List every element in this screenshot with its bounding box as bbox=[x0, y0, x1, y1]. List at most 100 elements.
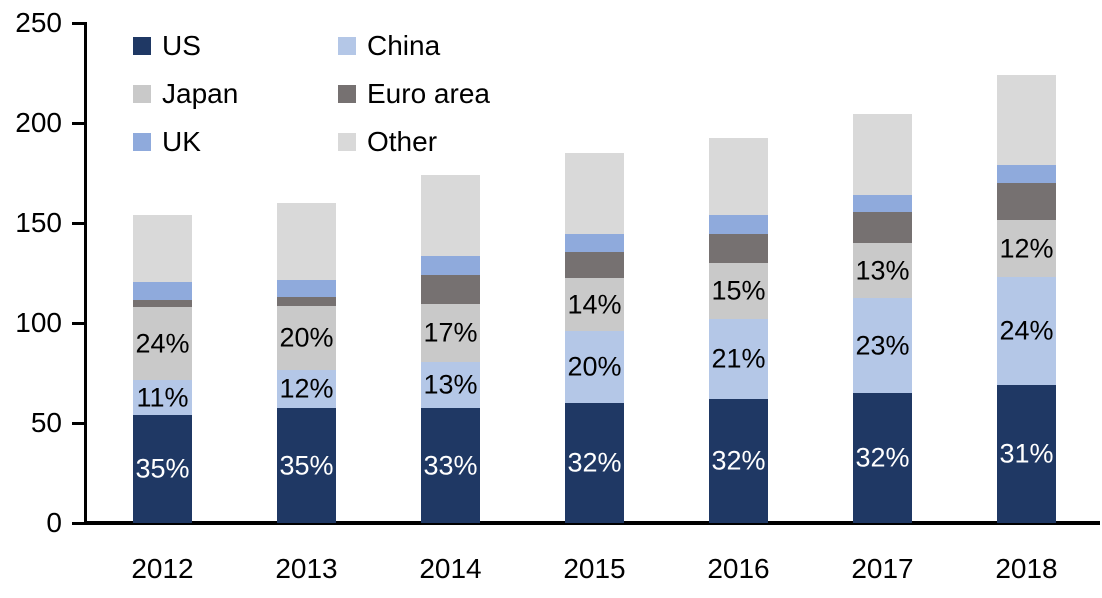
x-tick-label-2016: 2016 bbox=[707, 553, 770, 584]
data-label-us-2017: 32% bbox=[855, 442, 910, 473]
bar-segment-japan-2016: 15% bbox=[709, 263, 768, 319]
data-label-china-2013: 12% bbox=[279, 373, 334, 404]
bar-segment-euro-area-2013 bbox=[277, 297, 336, 306]
legend-item-us: US bbox=[133, 32, 338, 60]
legend: US China Japan Euro area UK Other bbox=[133, 22, 490, 166]
legend-item-japan: Japan bbox=[133, 80, 338, 108]
y-tick-label-150: 150 bbox=[15, 207, 62, 238]
legend-label: Japan bbox=[162, 78, 239, 109]
x-tick-label-2013: 2013 bbox=[275, 553, 338, 584]
bar-segment-uk-2017 bbox=[853, 195, 912, 212]
x-tick-label-2018: 2018 bbox=[995, 553, 1058, 584]
bar-segment-china-2016: 21% bbox=[709, 319, 768, 399]
data-label-us-2014: 33% bbox=[423, 450, 478, 480]
data-label-japan-2017: 13% bbox=[855, 255, 910, 285]
x-axis-line bbox=[84, 521, 1100, 525]
data-label-us-2015: 32% bbox=[567, 447, 622, 478]
bar-segment-euro-area-2014 bbox=[421, 275, 480, 304]
data-label-japan-2012: 24% bbox=[135, 328, 190, 358]
bar-segment-uk-2015 bbox=[565, 234, 624, 252]
legend-item-uk: UK bbox=[133, 128, 338, 156]
bar-segment-china-2015: 20% bbox=[565, 331, 624, 403]
bar-segment-uk-2016 bbox=[709, 215, 768, 234]
legend-item-euro-area: Euro area bbox=[338, 80, 490, 108]
bar-segment-china-2018: 24% bbox=[997, 277, 1056, 385]
legend-label: UK bbox=[162, 126, 201, 157]
bar-segment-other-2016 bbox=[709, 138, 768, 215]
bar-segment-japan-2015: 14% bbox=[565, 278, 624, 331]
bar-segment-china-2012: 11% bbox=[133, 380, 192, 415]
legend-item-other: Other bbox=[338, 128, 490, 156]
legend-swatch-icon bbox=[338, 85, 356, 103]
bar-segment-us-2016: 32% bbox=[709, 399, 768, 523]
legend-swatch-icon bbox=[133, 133, 151, 151]
bar-segment-other-2012 bbox=[133, 215, 192, 282]
data-label-china-2015: 20% bbox=[567, 351, 622, 382]
bar-segment-euro-area-2015 bbox=[565, 252, 624, 278]
y-tick-label-50: 50 bbox=[30, 407, 62, 438]
y-tick-mark-50 bbox=[72, 421, 85, 425]
data-label-us-2018: 31% bbox=[999, 438, 1054, 469]
legend-label: US bbox=[162, 30, 201, 61]
bar-segment-china-2017: 23% bbox=[853, 298, 912, 393]
legend-swatch-icon bbox=[133, 85, 151, 103]
bar-segment-us-2012: 35% bbox=[133, 415, 192, 523]
data-label-china-2012: 11% bbox=[136, 382, 189, 412]
bar-segment-uk-2018 bbox=[997, 165, 1056, 183]
y-axis-line bbox=[84, 22, 87, 524]
legend-label: China bbox=[367, 30, 441, 61]
data-label-japan-2014: 17% bbox=[423, 317, 478, 348]
y-tick-label-100: 100 bbox=[15, 307, 62, 338]
data-label-us-2013: 35% bbox=[279, 450, 334, 480]
bar-segment-other-2017 bbox=[853, 114, 912, 195]
legend-swatch-icon bbox=[133, 37, 151, 55]
bar-segment-japan-2017: 13% bbox=[853, 243, 912, 298]
data-label-china-2018: 24% bbox=[999, 315, 1054, 346]
x-tick-label-2015: 2015 bbox=[563, 553, 626, 584]
bar-segment-euro-area-2017 bbox=[853, 212, 912, 243]
bar-segment-japan-2014: 17% bbox=[421, 304, 480, 362]
bar-segment-japan-2013: 20% bbox=[277, 306, 336, 370]
y-tick-mark-150 bbox=[72, 221, 85, 225]
bar-segment-uk-2013 bbox=[277, 280, 336, 297]
bar-segment-euro-area-2012 bbox=[133, 300, 192, 307]
data-label-china-2017: 23% bbox=[855, 330, 910, 360]
bar-segment-us-2015: 32% bbox=[565, 403, 624, 523]
data-label-japan-2013: 20% bbox=[279, 322, 334, 353]
bar-segment-japan-2018: 12% bbox=[997, 220, 1056, 277]
legend-item-china: China bbox=[338, 32, 490, 60]
data-label-china-2014: 13% bbox=[423, 369, 478, 400]
bar-segment-uk-2014 bbox=[421, 256, 480, 275]
bar-segment-japan-2012: 24% bbox=[133, 307, 192, 380]
legend-swatch-icon bbox=[338, 37, 356, 55]
bar-segment-china-2013: 12% bbox=[277, 370, 336, 408]
data-label-us-2016: 32% bbox=[711, 445, 766, 476]
data-label-japan-2018: 12% bbox=[999, 233, 1054, 263]
bar-segment-us-2017: 32% bbox=[853, 393, 912, 523]
data-label-us-2012: 35% bbox=[135, 453, 190, 484]
legend-swatch-icon bbox=[338, 133, 356, 151]
y-tick-mark-100 bbox=[72, 321, 85, 325]
bar-segment-other-2014 bbox=[421, 175, 480, 256]
data-label-japan-2016: 15% bbox=[711, 275, 766, 306]
bar-segment-other-2013 bbox=[277, 203, 336, 280]
bar-segment-us-2014: 33% bbox=[421, 408, 480, 523]
bar-segment-euro-area-2018 bbox=[997, 183, 1056, 220]
y-tick-mark-200 bbox=[72, 121, 85, 125]
x-tick-label-2012: 2012 bbox=[131, 553, 194, 584]
bar-segment-other-2015 bbox=[565, 153, 624, 234]
bar-segment-us-2018: 31% bbox=[997, 385, 1056, 523]
bar-segment-us-2013: 35% bbox=[277, 408, 336, 523]
y-tick-label-250: 250 bbox=[15, 7, 62, 38]
x-tick-label-2017: 2017 bbox=[851, 553, 914, 584]
bar-segment-uk-2012 bbox=[133, 282, 192, 300]
data-label-china-2016: 21% bbox=[711, 343, 766, 374]
bar-segment-other-2018 bbox=[997, 75, 1056, 165]
legend-label: Other bbox=[367, 126, 438, 157]
bar-segment-china-2014: 13% bbox=[421, 362, 480, 408]
legend-label: Euro area bbox=[367, 78, 490, 109]
y-tick-mark-250 bbox=[72, 21, 85, 25]
data-label-japan-2015: 14% bbox=[567, 289, 622, 319]
x-tick-label-2014: 2014 bbox=[419, 553, 482, 584]
